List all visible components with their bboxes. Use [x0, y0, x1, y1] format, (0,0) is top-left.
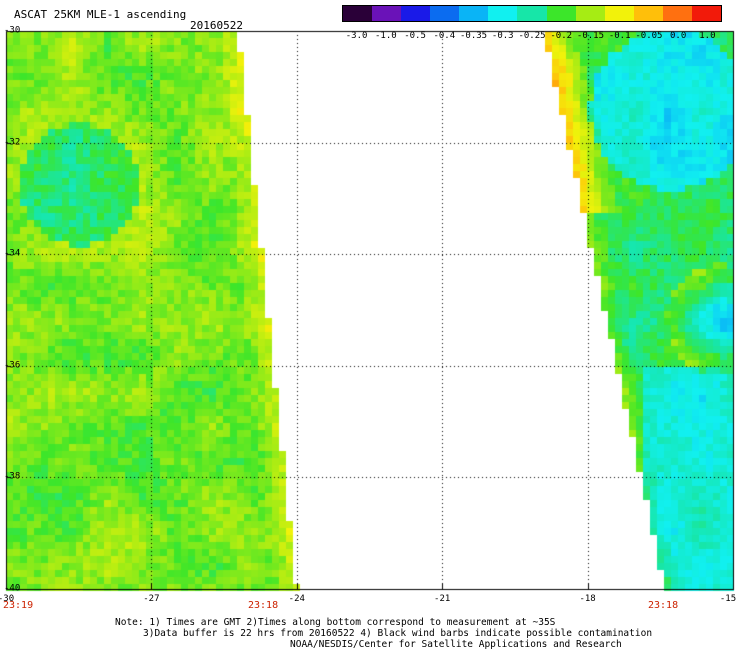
- colorbar-tick: 0.0: [670, 31, 687, 41]
- time-label-middle: 23:18: [248, 600, 279, 611]
- colorbar-swatch: [633, 6, 663, 21]
- map-title: ASCAT 25KM MLE-1 ascending: [14, 8, 187, 21]
- colorbar-tick: -0.25: [518, 31, 546, 41]
- longitude-tick-label: -21: [434, 594, 451, 604]
- colorbar-tick: -0.4: [433, 31, 456, 41]
- colorbar-swatch: [372, 6, 402, 21]
- colorbar: -3.0 -1.0 -0.5 -0.4 -0.35 -0.3 -0.25 -0.2 -0.15-…: [342, 5, 722, 45]
- colorbar-tick: -3.0: [345, 31, 368, 41]
- colorbar-tick: -0.5: [404, 31, 426, 41]
- longitude-tick-label: -18: [579, 594, 596, 604]
- colorbar-swatch: [517, 6, 547, 21]
- colorbar-tick: -0.3: [491, 31, 514, 41]
- latitude-tick-label: -38: [4, 471, 21, 482]
- colorbar-tick: -0.35: [459, 31, 488, 41]
- colorbar-swatches: [342, 5, 722, 22]
- colorbar-swatch: [488, 6, 518, 21]
- longitude-tick-label: -27: [143, 594, 160, 604]
- colorbar-swatch: [662, 6, 692, 21]
- longitude-tick-label: -15: [719, 594, 737, 604]
- latitude-tick-label: -30: [4, 25, 21, 36]
- colorbar-tick: -0.05: [635, 31, 663, 41]
- colorbar-tick: -0.15: [576, 31, 604, 41]
- colorbar-tick: -0.1: [608, 31, 631, 41]
- latitude-tick-label: -40: [4, 583, 21, 594]
- latitude-tick-label: -36: [4, 360, 21, 371]
- colorbar-swatch: [604, 6, 634, 21]
- latitude-tick-label: -32: [4, 137, 21, 148]
- colorbar-swatch: [546, 6, 576, 21]
- colorbar-swatch: [430, 6, 460, 21]
- note-line-3: NOAA/NESDIS/Center for Satellite Applica…: [290, 639, 622, 650]
- colorbar-tick: -0.2: [550, 31, 573, 41]
- time-label-left: 23:19: [3, 600, 34, 611]
- colorbar-swatch: [343, 6, 373, 21]
- colorbar-tick: -1.0: [375, 31, 397, 41]
- time-label-right: 23:18: [648, 600, 679, 611]
- longitude-tick-label: -30: [0, 594, 15, 604]
- longitude-tick-label: -24: [288, 594, 305, 604]
- colorbar-swatch: [691, 6, 722, 21]
- note-line-2: 3)Data buffer is 22 hrs from 20160522 4)…: [143, 628, 653, 639]
- colorbar-swatch: [459, 6, 489, 21]
- map-date: 20160522: [190, 19, 243, 32]
- colorbar-tick: 1.0: [699, 31, 716, 41]
- note-line-1: Note: 1) Times are GMT 2)Times along bot…: [115, 617, 556, 628]
- colorbar-swatch: [575, 6, 605, 21]
- latitude-tick-label: -34: [4, 248, 21, 259]
- colorbar-swatch: [401, 6, 431, 21]
